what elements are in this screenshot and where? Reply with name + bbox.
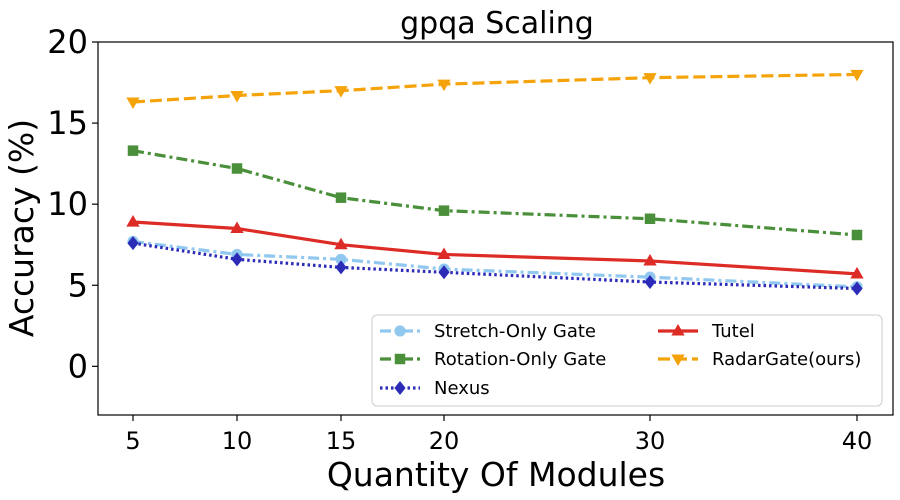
data-point [335,260,347,275]
data-point [127,236,139,251]
legend-box [371,314,883,407]
data-point [126,97,140,110]
y-tick-label: 10 [47,185,88,223]
legend-label: Rotation-Only Gate [434,349,606,370]
data-point [334,237,348,250]
series-2 [127,236,863,296]
series-line [132,220,858,276]
data-point [851,229,863,241]
data-point [644,213,656,225]
x-tick-label: 40 [842,427,873,455]
data-point [127,145,139,156]
data-point [851,281,863,296]
legend-marker [394,381,406,395]
data-point [850,266,864,279]
x-tick-label: 10 [222,427,253,455]
series-line [132,149,858,237]
data-point [850,69,864,82]
legend-item: Stretch-Only Gate [380,321,596,342]
plot-area [97,41,894,416]
data-point [230,90,244,103]
legend-item: Tutel [658,321,755,342]
series-line [132,72,858,104]
legend-label: Stretch-Only Gate [434,321,596,342]
data-point [335,253,347,265]
x-tick-label: 30 [635,427,666,455]
data-point [335,192,347,203]
y-tick-label: 5 [68,266,88,304]
series-line [132,239,858,289]
x-tick-label: 15 [326,427,357,455]
x-tick-label: 5 [125,427,140,455]
y-axis-label: Accuracy (%) [2,119,41,337]
x-axis: 5 10 15 20 30 40 [125,415,872,455]
data-point [437,247,451,259]
legend-marker [394,353,406,365]
legend: Stretch-Only Gate Rotation-Only Gate Nexus… [371,314,883,407]
data-point [643,73,657,85]
series-3 [126,215,864,279]
legend-item: Rotation-Only Gate [380,349,606,370]
data-point [438,205,450,216]
x-axis-label: Quantity Of Modules [327,455,665,494]
data-point [231,252,243,267]
legend-marker [671,354,685,366]
legend-item: RadarGate(ours) [658,349,861,370]
data-point [643,253,657,266]
legend-label: Nexus [434,378,490,399]
legend-label: Tutel [711,321,755,342]
legend-marker [394,325,406,337]
legend-item: Nexus [380,378,490,399]
data-point [437,79,451,92]
data-point [644,275,656,290]
series-4 [126,69,864,110]
data-point [334,86,348,98]
y-tick-label: 20 [47,23,88,61]
legend-marker [671,324,685,336]
data-point [126,215,140,227]
x-tick-label: 20 [429,427,460,455]
data-point [231,163,243,174]
legend-label: RadarGate(ours) [712,349,861,370]
y-axis: 0 5 10 15 20 [47,23,98,385]
chart-title: gpqa Scaling [400,6,594,41]
series-1 [127,145,863,241]
data-point [438,265,450,280]
data-point [230,221,244,234]
y-tick-label: 0 [68,347,88,385]
series-layer [126,69,864,296]
y-tick-label: 15 [47,104,88,142]
